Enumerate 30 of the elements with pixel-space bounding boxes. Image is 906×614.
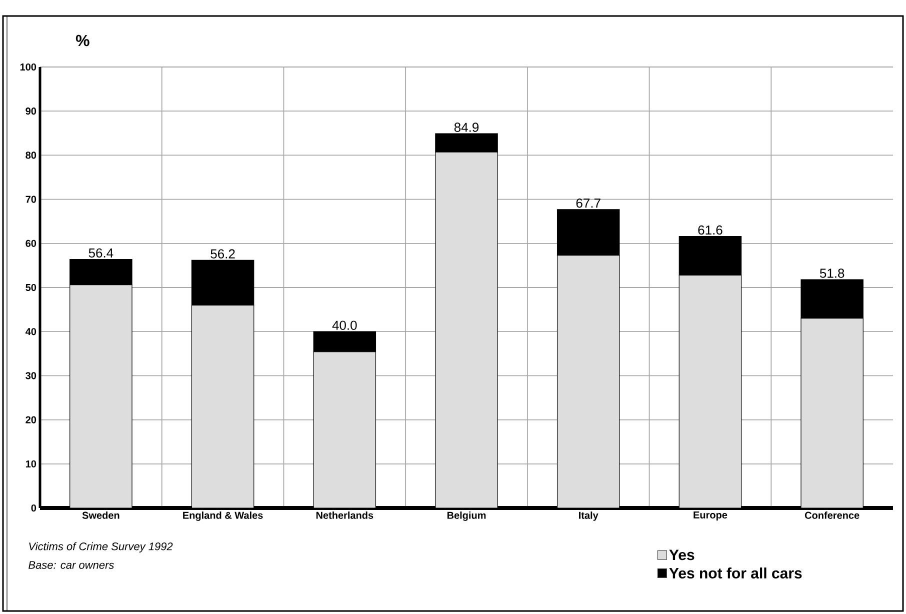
y-tick-label: 10 <box>26 460 36 468</box>
text: Victims of Crime Survey 1992 <box>29 542 173 552</box>
x-tick-label: Conference <box>804 512 860 519</box>
x-tick-label: Italy <box>579 512 598 521</box>
total-label: 40.0 <box>332 320 357 330</box>
x-tick-label: Sweden <box>82 512 120 519</box>
y-axis-title: % <box>76 34 90 46</box>
x-tick-label: Europe <box>694 512 728 520</box>
y-tick-label: 80 <box>26 152 36 159</box>
y-tick-label: 70 <box>26 196 36 203</box>
total-label: 61.6 <box>698 225 722 235</box>
x-tick-label: Belgium <box>447 512 486 521</box>
y-tick-label: 60 <box>26 240 36 247</box>
x-tick-label: England & Wales <box>183 512 263 521</box>
total-label: 51.8 <box>820 268 844 278</box>
total-label: 67.7 <box>576 198 600 208</box>
legend-label: Yes <box>669 550 694 560</box>
y-tick-label: 100 <box>20 63 36 71</box>
total-label: 56.2 <box>210 249 235 258</box>
y-tick-label: 20 <box>26 416 36 424</box>
x-tick-label: Netherlands <box>316 512 374 519</box>
total-label: 84.9 <box>454 122 479 132</box>
total-label: 56.4 <box>88 248 114 258</box>
y-tick-label: 90 <box>26 108 36 115</box>
text: Base: car owners <box>28 561 114 569</box>
y-tick-label: 40 <box>26 328 36 336</box>
y-tick-label: 0 <box>31 504 36 512</box>
y-tick-label: 30 <box>26 372 36 380</box>
legend-label: Yes not for all cars <box>669 568 802 579</box>
y-tick-label: 50 <box>26 284 36 292</box>
